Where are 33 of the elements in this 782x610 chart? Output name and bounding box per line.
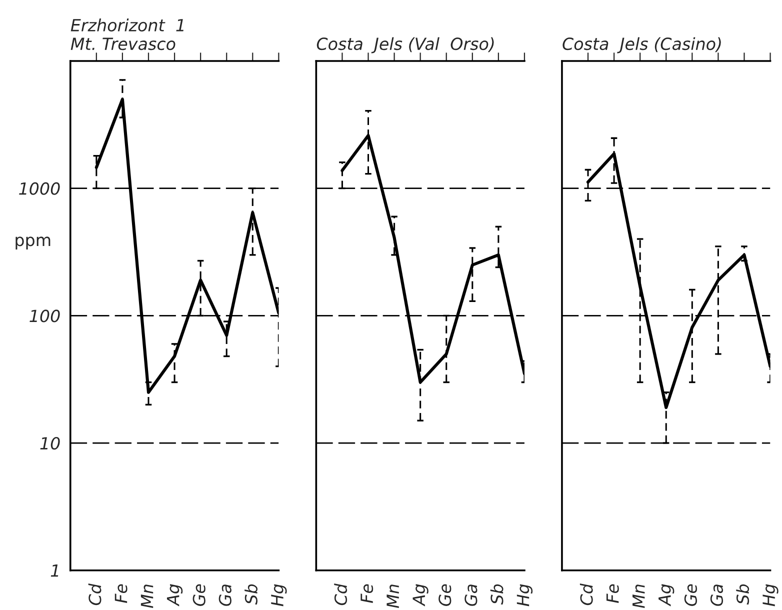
x-tick-label: Fe: [360, 584, 374, 603]
x-tick-label: Fe: [606, 584, 619, 603]
x-tick-label: Ag: [658, 584, 674, 606]
x-tick-label: Hg: [762, 584, 778, 606]
x-tick-label: Fe: [114, 584, 128, 603]
x-tick-label: Ga: [464, 584, 478, 606]
x-tick-label: Sb: [736, 584, 750, 605]
x-tick-label: Ag: [166, 584, 183, 606]
x-tick-label: Ge: [684, 584, 697, 606]
x-tick-label: Hg: [516, 584, 533, 606]
y-tick-label: 1000: [19, 182, 60, 195]
x-tick-label: Sb: [490, 584, 504, 605]
x-tick-label: Cd: [88, 583, 102, 606]
y-tick-label: 100: [30, 310, 60, 322]
x-tick-label: Ga: [218, 584, 232, 606]
x-tick-label: Ag: [412, 584, 428, 606]
x-tick-label: Mn: [632, 584, 645, 608]
x-tick-label: Ge: [192, 584, 206, 606]
y-tick-label: 1: [50, 564, 58, 577]
x-tick-label: Ga: [710, 584, 724, 606]
x-tick-label: Cd: [334, 583, 348, 606]
y-tick-label: 10: [40, 436, 60, 450]
x-tick-label: Hg: [271, 584, 287, 606]
x-tick-label: Mn: [386, 584, 399, 608]
x-tick-label: Ge: [438, 584, 452, 606]
x-tick-label: Cd: [580, 583, 593, 606]
chart-subtitle: Mt. Trevasco: [70, 38, 176, 50]
x-tick-label: Mn: [140, 584, 154, 608]
y-axis-title: ppm: [16, 236, 50, 250]
x-tick-label: Sb: [244, 584, 258, 605]
chart-title: Costa Jels (Val Orso): [316, 37, 494, 54]
chart-title: Costa Jels (Casino): [562, 37, 721, 54]
chart-title: Erzhorizont 1: [70, 18, 184, 32]
